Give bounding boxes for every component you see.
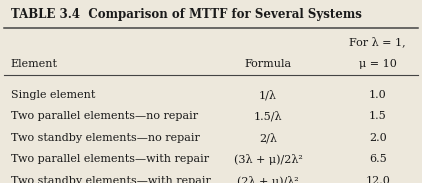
Text: Two parallel elements—with repair: Two parallel elements—with repair — [11, 154, 208, 165]
Text: 2.0: 2.0 — [369, 133, 387, 143]
Text: Two standby elements—no repair: Two standby elements—no repair — [11, 133, 200, 143]
Text: Two parallel elements—no repair: Two parallel elements—no repair — [11, 111, 197, 121]
Text: Single element: Single element — [11, 90, 95, 100]
Text: (2λ + μ)/λ²: (2λ + μ)/λ² — [237, 176, 299, 183]
Text: (3λ + μ)/2λ²: (3λ + μ)/2λ² — [233, 154, 303, 165]
Text: TABLE 3.4: TABLE 3.4 — [11, 8, 80, 21]
Text: Element: Element — [11, 59, 57, 69]
Text: 6.5: 6.5 — [369, 154, 387, 165]
Text: Comparison of MTTF for Several Systems: Comparison of MTTF for Several Systems — [76, 8, 362, 21]
Text: For λ = 1,: For λ = 1, — [349, 37, 406, 47]
Text: Two standby elements—with repair: Two standby elements—with repair — [11, 176, 211, 183]
Text: 2/λ: 2/λ — [259, 133, 277, 143]
Text: μ = 10: μ = 10 — [359, 59, 397, 69]
Text: Formula: Formula — [244, 59, 292, 69]
Text: 1.5/λ: 1.5/λ — [254, 111, 282, 122]
Text: 1.5: 1.5 — [369, 111, 387, 121]
Text: 1.0: 1.0 — [369, 90, 387, 100]
Text: 1/λ: 1/λ — [259, 90, 277, 100]
Text: 12.0: 12.0 — [365, 176, 390, 183]
